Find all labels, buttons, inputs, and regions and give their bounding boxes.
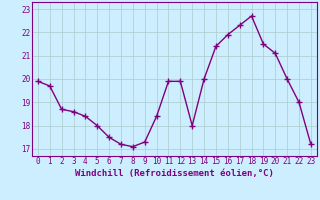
X-axis label: Windchill (Refroidissement éolien,°C): Windchill (Refroidissement éolien,°C) — [75, 169, 274, 178]
